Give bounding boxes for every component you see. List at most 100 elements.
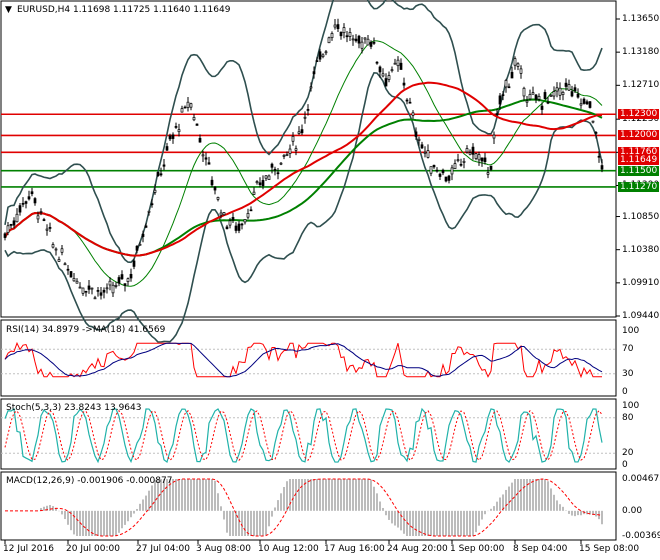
rsi-tick: 100: [622, 326, 640, 336]
candle-body: [291, 135, 295, 142]
candle-body: [72, 278, 76, 282]
candle-body: [363, 37, 367, 40]
candle-body: [174, 126, 178, 128]
candle-body: [357, 35, 361, 44]
rsi-chart: [1, 341, 616, 379]
candle-body: [339, 31, 343, 37]
candle-body: [192, 117, 196, 121]
candle-body: [240, 223, 244, 226]
candle-body: [273, 168, 277, 171]
candle-body: [261, 180, 265, 187]
candle-body: [171, 134, 175, 139]
level-tag: 1.11500: [618, 165, 660, 176]
macd-chart: [5, 478, 603, 537]
candle-body: [351, 38, 355, 41]
macd-tick: 0.004673: [622, 474, 660, 484]
candle-body: [312, 71, 316, 75]
candle-body: [39, 211, 43, 213]
bollinger-upper: [4, 0, 603, 264]
candle-body: [594, 132, 598, 134]
candle-body: [54, 248, 58, 251]
candle-body: [537, 96, 541, 100]
candle-body: [306, 109, 310, 111]
candle-body: [573, 87, 577, 92]
candle-body: [258, 182, 262, 185]
candle-body: [30, 191, 34, 195]
candle-body: [465, 148, 469, 153]
level-tag: 1.11760: [618, 147, 660, 158]
candle-body: [384, 78, 388, 87]
candle-body: [561, 91, 565, 95]
candle-body: [156, 171, 160, 176]
candle-body: [177, 129, 181, 133]
candle-body: [318, 51, 322, 60]
candle-body: [132, 260, 136, 267]
candle-body: [327, 37, 331, 44]
rsi-tick: 70: [622, 344, 634, 355]
candle-body: [24, 201, 28, 204]
candle-body: [411, 112, 415, 116]
candle-body: [75, 280, 79, 284]
candle-body: [69, 271, 73, 278]
candle-body: [213, 186, 217, 191]
candle-body: [102, 289, 106, 293]
stoch-tick: 20: [622, 448, 634, 459]
stoch-tick: 80: [622, 412, 634, 423]
candle-body: [45, 228, 49, 231]
candle-body: [159, 173, 163, 176]
candle-body: [276, 172, 280, 175]
candle-body: [345, 35, 349, 38]
price-tick: 1.10850: [622, 211, 660, 222]
price-tick: 1.10380: [622, 244, 660, 255]
candle-body: [267, 175, 271, 180]
candle-body: [144, 225, 148, 228]
candle-body: [405, 99, 409, 102]
candle-body: [234, 225, 238, 231]
candle-body: [360, 41, 364, 49]
candle-body: [330, 33, 334, 39]
candle-body: [504, 80, 508, 88]
candle-body: [270, 163, 274, 168]
candle-body: [579, 103, 583, 106]
candle-body: [78, 286, 82, 289]
macd-title: MACD(12,26,9) -0.001906 -0.000877: [6, 476, 173, 486]
candle-body: [96, 290, 100, 292]
candle-body: [33, 198, 37, 204]
stoch-tick: 100: [622, 401, 640, 411]
candle-body: [114, 285, 118, 287]
candle-body: [462, 160, 466, 163]
candle-body: [396, 59, 400, 67]
candle-body: [210, 179, 214, 186]
candle-body: [165, 146, 169, 151]
candle-body: [342, 27, 346, 34]
candle-body: [438, 173, 442, 177]
candle-body: [420, 144, 424, 149]
candle-body: [186, 101, 190, 108]
candle-body: [126, 278, 130, 283]
stoch-chart: [1, 407, 616, 464]
candle-body: [150, 203, 154, 206]
symbol-header: EURUSD,H4 1.11698 1.11725 1.11640 1.1164…: [17, 5, 231, 15]
candle-body: [324, 51, 328, 54]
candle-body: [135, 245, 139, 251]
candle-body: [90, 287, 94, 290]
rsi-frame: [0, 319, 617, 397]
candle-body: [600, 165, 604, 170]
level-tag: 1.12300: [618, 109, 660, 120]
candle-body: [435, 169, 439, 172]
candle-body: [489, 165, 493, 170]
rsi-title: RSI(14) 34.8979 ->MA(18) 41.6569: [6, 325, 166, 335]
candle-body: [12, 220, 16, 226]
candle-body: [81, 287, 85, 294]
price-tick: 1.13650: [622, 14, 660, 24]
candle-body: [555, 87, 559, 92]
candle-body: [522, 87, 526, 97]
time-tick: 15 Sep 08:00: [579, 544, 640, 554]
candle-body: [204, 157, 208, 160]
candle-body: [423, 151, 427, 154]
candle-body: [459, 163, 463, 166]
stoch-main-line: [4, 407, 603, 464]
candle-body: [585, 101, 589, 105]
candle-body: [387, 75, 391, 80]
